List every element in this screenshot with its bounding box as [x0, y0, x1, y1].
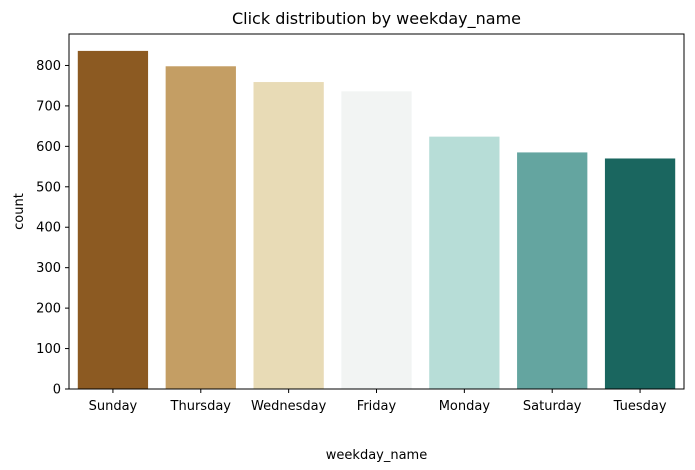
- x-tick-label: Wednesday: [251, 399, 327, 414]
- bar-wednesday: [253, 82, 324, 390]
- x-axis-label: weekday_name: [326, 448, 427, 463]
- bar-tuesday: [604, 158, 676, 389]
- y-tick-label: 500: [36, 180, 61, 195]
- y-tick-label: 600: [36, 140, 61, 155]
- y-tick-label: 0: [53, 383, 61, 398]
- x-axis-ticks: Sunday Thursday Wednesday Friday Monday Satur…: [89, 389, 667, 414]
- x-tick-label: Sunday: [89, 399, 138, 414]
- bars-group: [77, 50, 676, 390]
- y-tick-label: 100: [36, 342, 61, 357]
- x-tick-label: Thursday: [170, 399, 232, 414]
- bar-monday: [429, 136, 500, 389]
- y-tick-label: 800: [36, 59, 61, 74]
- y-tick-label: 200: [36, 302, 61, 317]
- chart-title: Click distribution by weekday_name: [232, 9, 521, 29]
- bar-saturday: [517, 152, 588, 389]
- bar-sunday: [77, 50, 149, 390]
- x-tick-label: Saturday: [523, 399, 582, 414]
- x-tick-label: Friday: [357, 399, 397, 414]
- bar-friday: [341, 91, 412, 390]
- y-axis-label: count: [12, 193, 27, 230]
- x-tick-label: Monday: [439, 399, 491, 414]
- plot-frame: [68, 33, 685, 390]
- y-tick-label: 300: [36, 261, 61, 276]
- y-tick-label: 400: [36, 221, 61, 236]
- y-axis-ticks: 0 100 200 300 400 500 600 700 800: [36, 59, 69, 398]
- x-tick-label: Tuesday: [613, 399, 667, 414]
- y-tick-label: 700: [36, 99, 61, 114]
- bar-thursday: [165, 66, 236, 389]
